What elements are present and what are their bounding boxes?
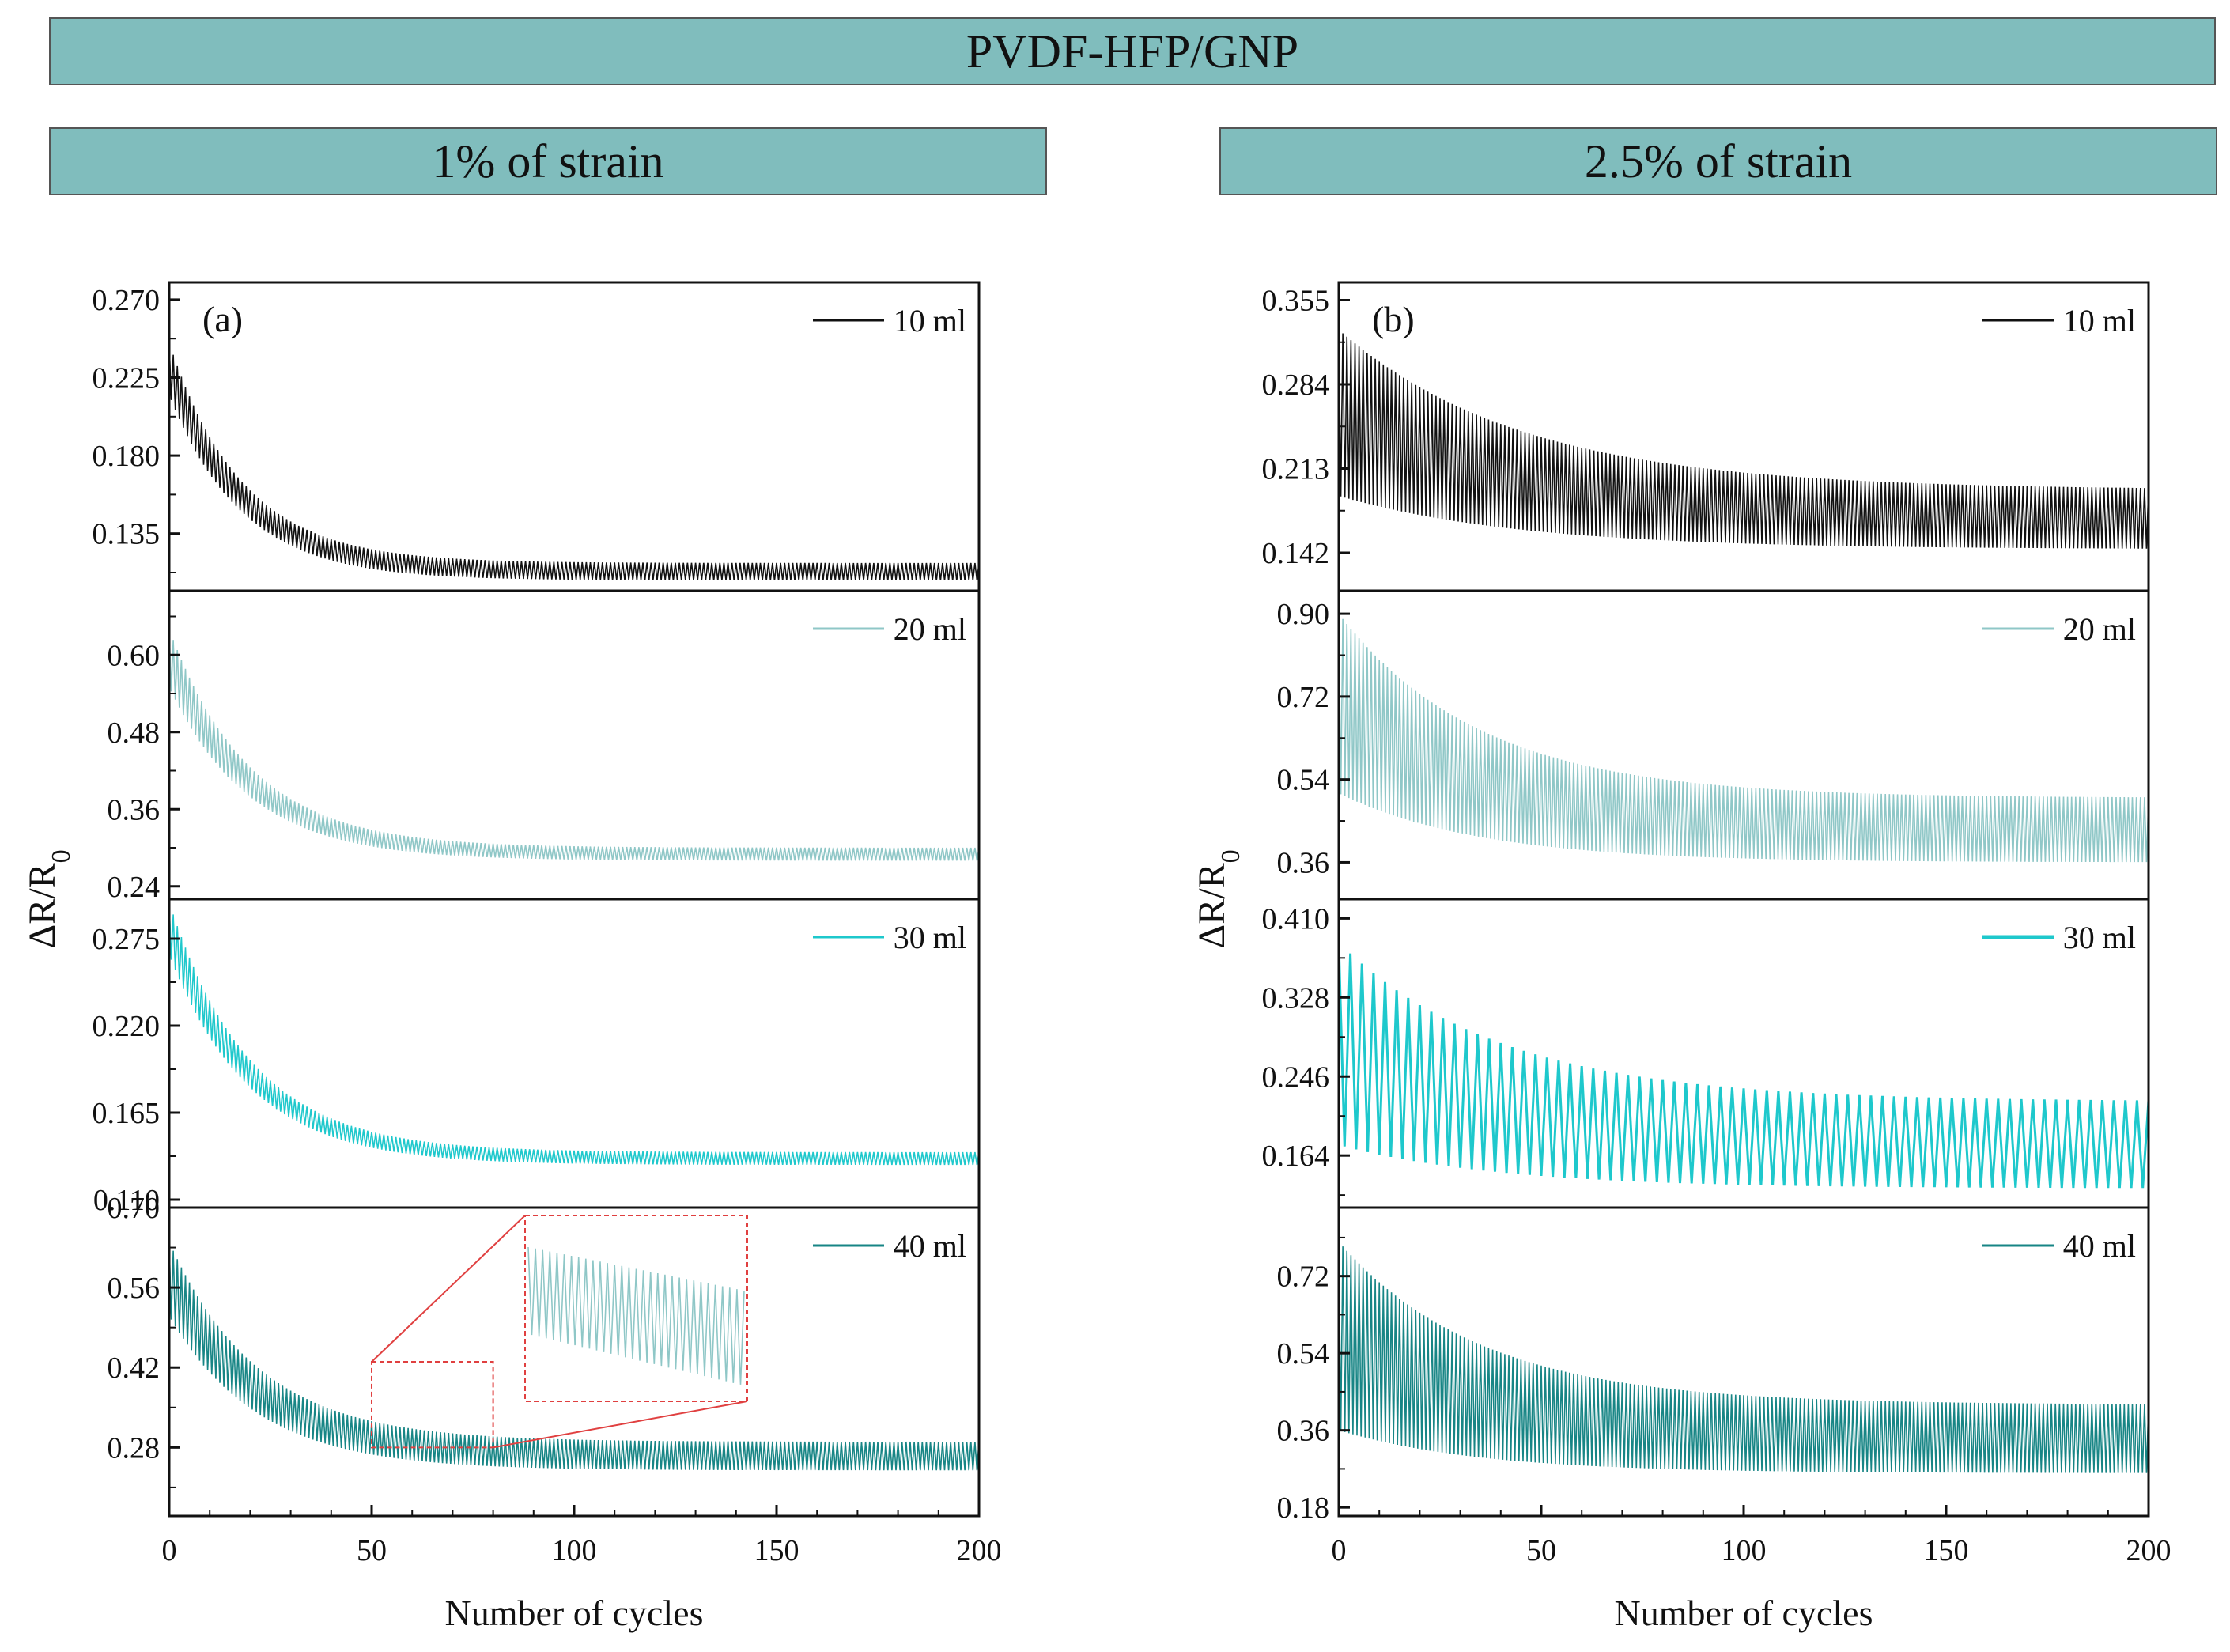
y-axis-label: ΔR/R0 [21, 849, 76, 948]
panel-label: (a) [202, 299, 243, 339]
x-tick-label: 100 [1722, 1534, 1767, 1567]
left-title: 1% of strain [432, 134, 664, 187]
legend-label: 30 ml [894, 920, 966, 955]
y-tick-label: 0.284 [1262, 369, 1330, 402]
y-tick-label: 0.48 [108, 716, 161, 750]
subplot-a-40ml: 0.28 0.42 0.56 0.70 40 ml [108, 1192, 981, 1518]
y-tick-label: 0.24 [108, 871, 161, 904]
y-tick-label: 0.355 [1262, 285, 1330, 318]
y-tick-label: 0.165 [93, 1097, 161, 1130]
subplot-a-20ml: 0.24 0.36 0.48 0.60 20 ml [108, 589, 981, 904]
y-tick-label: 0.72 [1277, 681, 1330, 714]
legend-label: 20 ml [894, 611, 966, 647]
legend-label: 40 ml [2063, 1228, 2136, 1264]
y-tick-label: 0.56 [108, 1272, 161, 1305]
subplot-a-30ml: 0.110 0.165 0.220 0.275 30 ml [93, 898, 981, 1217]
subplot-a-10ml: 0.135 0.180 0.225 0.270 10 ml (a) [93, 281, 981, 592]
figure-title-banner: PVDF-HFP/GNP [49, 17, 2216, 85]
y-tick-label: 0.328 [1262, 981, 1330, 1015]
zoom-connector [371, 1215, 526, 1363]
legend-label: 10 ml [894, 303, 966, 338]
y-tick-label: 0.275 [93, 923, 161, 956]
y-tick-label: 0.180 [93, 440, 161, 473]
subplot-b-20ml: 0.36 0.54 0.72 0.90 20 ml [1277, 589, 2150, 901]
y-tick-label: 0.90 [1277, 598, 1330, 631]
y-tick-label: 0.410 [1262, 902, 1330, 936]
series-line-30ml [1339, 942, 2149, 1189]
series-line-10ml [1339, 329, 2149, 549]
x-tick-label: 50 [357, 1534, 387, 1567]
y-tick-label: 0.18 [1277, 1491, 1330, 1525]
right-title: 2.5% of strain [1584, 134, 1853, 187]
y-tick-label: 0.54 [1277, 764, 1330, 797]
legend-label: 20 ml [2063, 611, 2136, 647]
x-axis-label: Number of cycles [445, 1593, 704, 1633]
subplot-frame [168, 898, 981, 1209]
y-tick-label: 0.36 [1277, 846, 1330, 879]
y-tick-label: 0.135 [93, 518, 161, 551]
x-tick-label: 0 [1332, 1534, 1347, 1567]
y-tick-label: 0.36 [108, 793, 161, 826]
subplot-b-30ml: 0.164 0.246 0.328 0.410 30 ml [1262, 898, 2150, 1209]
y-tick-label: 0.246 [1262, 1060, 1330, 1094]
y-tick-label: 0.42 [108, 1351, 161, 1385]
legend-label: 40 ml [894, 1228, 966, 1264]
y-tick-label: 0.213 [1262, 453, 1330, 486]
series-line-30ml [169, 902, 979, 1166]
subplot-b-40ml: 0.18 0.36 0.54 0.72 40 ml [1277, 1206, 2150, 1525]
y-tick-label: 0.60 [108, 639, 161, 672]
x-tick-label: 0 [162, 1534, 177, 1567]
right-title-banner: 2.5% of strain [1219, 127, 2217, 195]
series-line-20ml [1339, 614, 2149, 863]
y-tick-label: 0.220 [93, 1010, 161, 1043]
series-line-10ml [169, 342, 979, 581]
y-tick-label: 0.36 [1277, 1415, 1330, 1448]
legend-label: 10 ml [2063, 303, 2136, 338]
panel-label: (b) [1372, 299, 1415, 339]
legend-label: 30 ml [2063, 920, 2136, 955]
zoom-connector [493, 1401, 748, 1449]
y-tick-label: 0.225 [93, 362, 161, 395]
x-tick-label: 150 [754, 1534, 799, 1567]
y-tick-label: 0.70 [108, 1192, 161, 1225]
left-title-banner: 1% of strain [49, 127, 1047, 195]
y-tick-label: 0.72 [1277, 1261, 1330, 1294]
subplot-frame [168, 281, 981, 592]
series-line-40ml [169, 1242, 979, 1471]
subplot-b-10ml: 0.142 0.213 0.284 0.355 10 ml (b) [1262, 281, 2150, 592]
y-tick-label: 0.270 [93, 284, 161, 317]
series-line-40ml [1339, 1242, 2149, 1473]
panel-a: 0.135 0.180 0.225 0.270 10 ml (a) 0.24 0.36 0.48… [21, 281, 1002, 1633]
series-line-20ml [169, 629, 979, 861]
x-tick-label: 50 [1526, 1534, 1556, 1567]
x-tick-label: 200 [2126, 1534, 2171, 1567]
y-tick-label: 0.28 [108, 1431, 161, 1465]
y-tick-label: 0.54 [1277, 1337, 1330, 1370]
subplot-frame [168, 589, 981, 901]
y-tick-label: 0.142 [1262, 537, 1330, 570]
x-tick-label: 200 [957, 1534, 1002, 1567]
y-tick-label: 0.110 [93, 1184, 160, 1217]
y-tick-label: 0.164 [1262, 1140, 1330, 1173]
inset-signal-line [527, 1246, 745, 1385]
figure-title: PVDF-HFP/GNP [966, 25, 1299, 77]
x-tick-label: 100 [552, 1534, 597, 1567]
y-axis-label: ΔR/R0 [1191, 849, 1245, 948]
x-tick-label: 150 [1924, 1534, 1969, 1567]
x-axis-label: Number of cycles [1615, 1593, 1873, 1633]
panel-b: 0.142 0.213 0.284 0.355 10 ml (b) 0.36 0.54 0.72… [1191, 281, 2171, 1633]
